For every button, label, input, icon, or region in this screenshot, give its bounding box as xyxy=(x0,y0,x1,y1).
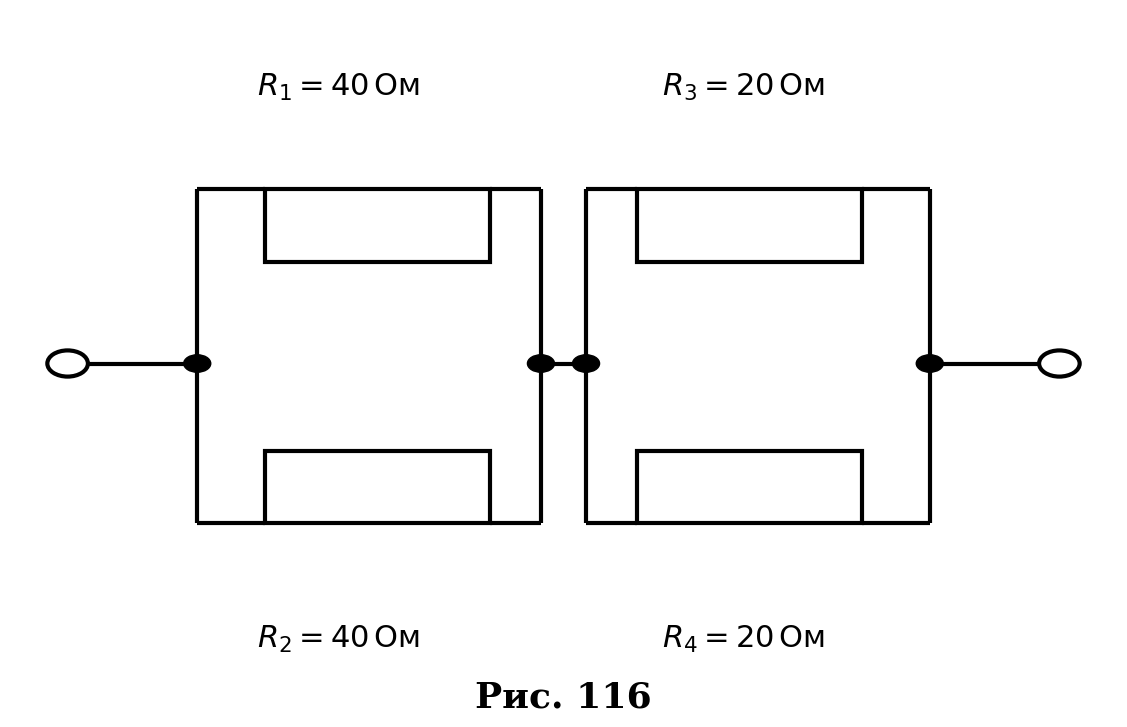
Circle shape xyxy=(1039,350,1080,377)
Text: $R_2 = 40\,\mathrm{Ом}$: $R_2 = 40\,\mathrm{Ом}$ xyxy=(257,624,419,655)
Circle shape xyxy=(47,350,88,377)
Text: Рис. 116: Рис. 116 xyxy=(476,681,651,715)
Circle shape xyxy=(527,355,554,372)
Bar xyxy=(265,189,490,262)
Circle shape xyxy=(573,355,600,372)
Circle shape xyxy=(184,355,211,372)
Bar xyxy=(265,451,490,523)
Text: $R_4 = 20\,\mathrm{Ом}$: $R_4 = 20\,\mathrm{Ом}$ xyxy=(663,624,825,655)
Bar xyxy=(637,189,862,262)
Text: $R_3 = 20\,\mathrm{Ом}$: $R_3 = 20\,\mathrm{Ом}$ xyxy=(663,72,825,103)
Bar xyxy=(637,451,862,523)
Circle shape xyxy=(916,355,943,372)
Text: $R_1 = 40\,\mathrm{Ом}$: $R_1 = 40\,\mathrm{Ом}$ xyxy=(257,72,419,103)
